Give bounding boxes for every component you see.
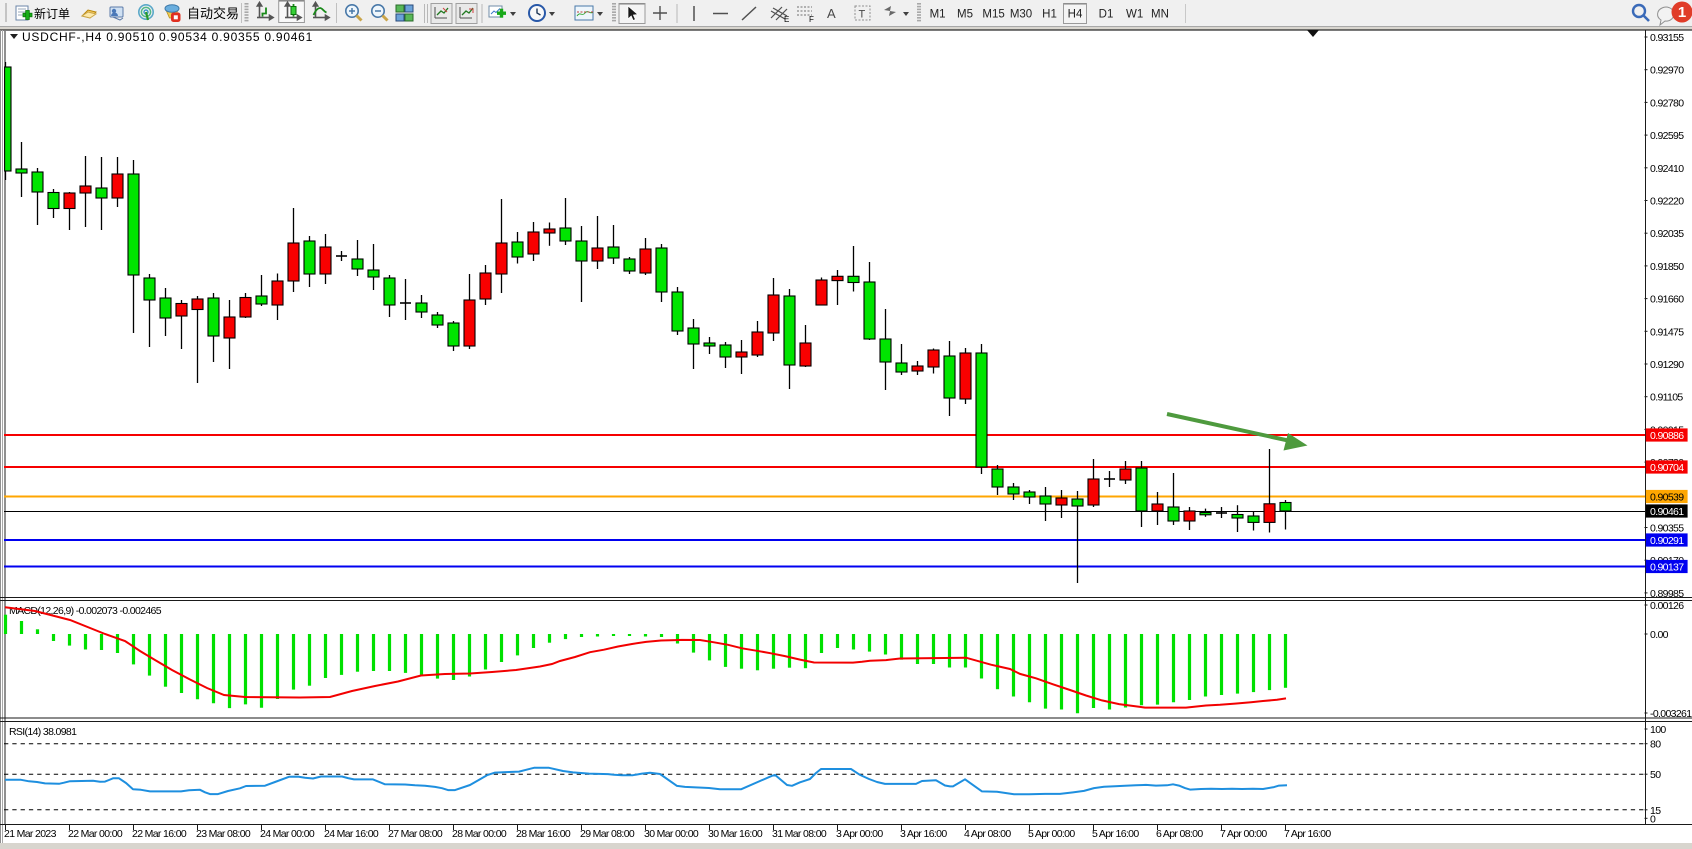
svg-text:W1: W1 (1126, 9, 1143, 21)
svg-text:H4: H4 (1068, 9, 1083, 21)
svg-text:5 Apr 00:00: 5 Apr 00:00 (1028, 828, 1075, 840)
svg-text:3 Apr 00:00: 3 Apr 00:00 (836, 828, 883, 840)
svg-text:0.93155: 0.93155 (1650, 32, 1684, 44)
svg-text:0.00126: 0.00126 (1650, 600, 1684, 612)
svg-text:24 Mar 00:00: 24 Mar 00:00 (260, 828, 315, 840)
svg-text:6 Apr 08:00: 6 Apr 08:00 (1156, 828, 1203, 840)
svg-text:30 Mar 16:00: 30 Mar 16:00 (708, 828, 763, 840)
svg-text:0.91660: 0.91660 (1650, 294, 1684, 306)
svg-text:0.89985: 0.89985 (1650, 588, 1684, 600)
svg-text:30 Mar 00:00: 30 Mar 00:00 (644, 828, 699, 840)
svg-text:H1: H1 (1042, 9, 1057, 21)
svg-text:D1: D1 (1099, 9, 1114, 21)
svg-text:RSI(14) 38.0981: RSI(14) 38.0981 (9, 726, 77, 738)
svg-text:5 Apr 16:00: 5 Apr 16:00 (1092, 828, 1139, 840)
svg-text:0.90539: 0.90539 (1650, 492, 1684, 504)
svg-text:0.90886: 0.90886 (1650, 430, 1684, 442)
svg-text:0.92780: 0.92780 (1650, 97, 1684, 109)
svg-text:31 Mar 08:00: 31 Mar 08:00 (772, 828, 827, 840)
svg-text:0.90461: 0.90461 (1650, 506, 1684, 518)
svg-text:F: F (809, 15, 814, 24)
svg-text:28 Mar 16:00: 28 Mar 16:00 (516, 828, 571, 840)
svg-text:21 Mar 2023: 21 Mar 2023 (4, 828, 57, 840)
svg-text:0.91475: 0.91475 (1650, 326, 1684, 338)
svg-text:M5: M5 (957, 9, 973, 21)
svg-text:0.90355: 0.90355 (1650, 523, 1684, 535)
svg-text:24 Mar 16:00: 24 Mar 16:00 (324, 828, 379, 840)
svg-text:0.00: 0.00 (1650, 629, 1669, 641)
svg-text:0.91850: 0.91850 (1650, 261, 1684, 273)
svg-text:15: 15 (1650, 805, 1661, 817)
svg-text:0.92035: 0.92035 (1650, 228, 1684, 240)
svg-text:7 Apr 16:00: 7 Apr 16:00 (1284, 828, 1331, 840)
svg-text:100: 100 (1650, 724, 1666, 736)
svg-text:3 Apr 16:00: 3 Apr 16:00 (900, 828, 947, 840)
svg-text:0.92410: 0.92410 (1650, 163, 1684, 175)
svg-text:7 Apr 00:00: 7 Apr 00:00 (1220, 828, 1267, 840)
svg-text:1: 1 (1678, 4, 1686, 21)
svg-text:新订单: 新订单 (34, 6, 70, 21)
svg-text:22 Mar 00:00: 22 Mar 00:00 (68, 828, 123, 840)
svg-text:0.90291: 0.90291 (1650, 535, 1684, 547)
svg-text:M15: M15 (982, 9, 1004, 21)
svg-text:MN: MN (1151, 9, 1169, 21)
svg-text:0.90704: 0.90704 (1650, 462, 1684, 474)
svg-text:50: 50 (1650, 769, 1661, 781)
svg-text:0.91105: 0.91105 (1650, 392, 1683, 404)
svg-text:0.92220: 0.92220 (1650, 196, 1684, 208)
svg-text:USDCHF-,H4 0.90510 0.90534 0.: USDCHF-,H4 0.90510 0.90534 0.90355 0.904… (22, 30, 313, 44)
svg-text:A: A (827, 6, 836, 21)
svg-text:0.90137: 0.90137 (1650, 562, 1684, 574)
svg-text:M30: M30 (1010, 9, 1032, 21)
svg-text:0.91290: 0.91290 (1650, 359, 1684, 371)
svg-text:E: E (784, 15, 789, 24)
svg-text:23 Mar 08:00: 23 Mar 08:00 (196, 828, 251, 840)
svg-text:自动交易: 自动交易 (187, 6, 239, 21)
svg-text:29 Mar 08:00: 29 Mar 08:00 (580, 828, 635, 840)
svg-text:0.92595: 0.92595 (1650, 130, 1684, 142)
svg-text:-0.003261: -0.003261 (1650, 708, 1692, 720)
svg-text:28 Mar 00:00: 28 Mar 00:00 (452, 828, 507, 840)
svg-text:0: 0 (1650, 813, 1656, 825)
svg-text:4 Apr 08:00: 4 Apr 08:00 (964, 828, 1011, 840)
svg-text:27 Mar 08:00: 27 Mar 08:00 (388, 828, 443, 840)
svg-text:M1: M1 (930, 9, 946, 21)
svg-text:80: 80 (1650, 739, 1661, 751)
svg-text:0.92970: 0.92970 (1650, 65, 1684, 77)
svg-text:22 Mar 16:00: 22 Mar 16:00 (132, 828, 187, 840)
svg-text:T: T (859, 9, 866, 21)
